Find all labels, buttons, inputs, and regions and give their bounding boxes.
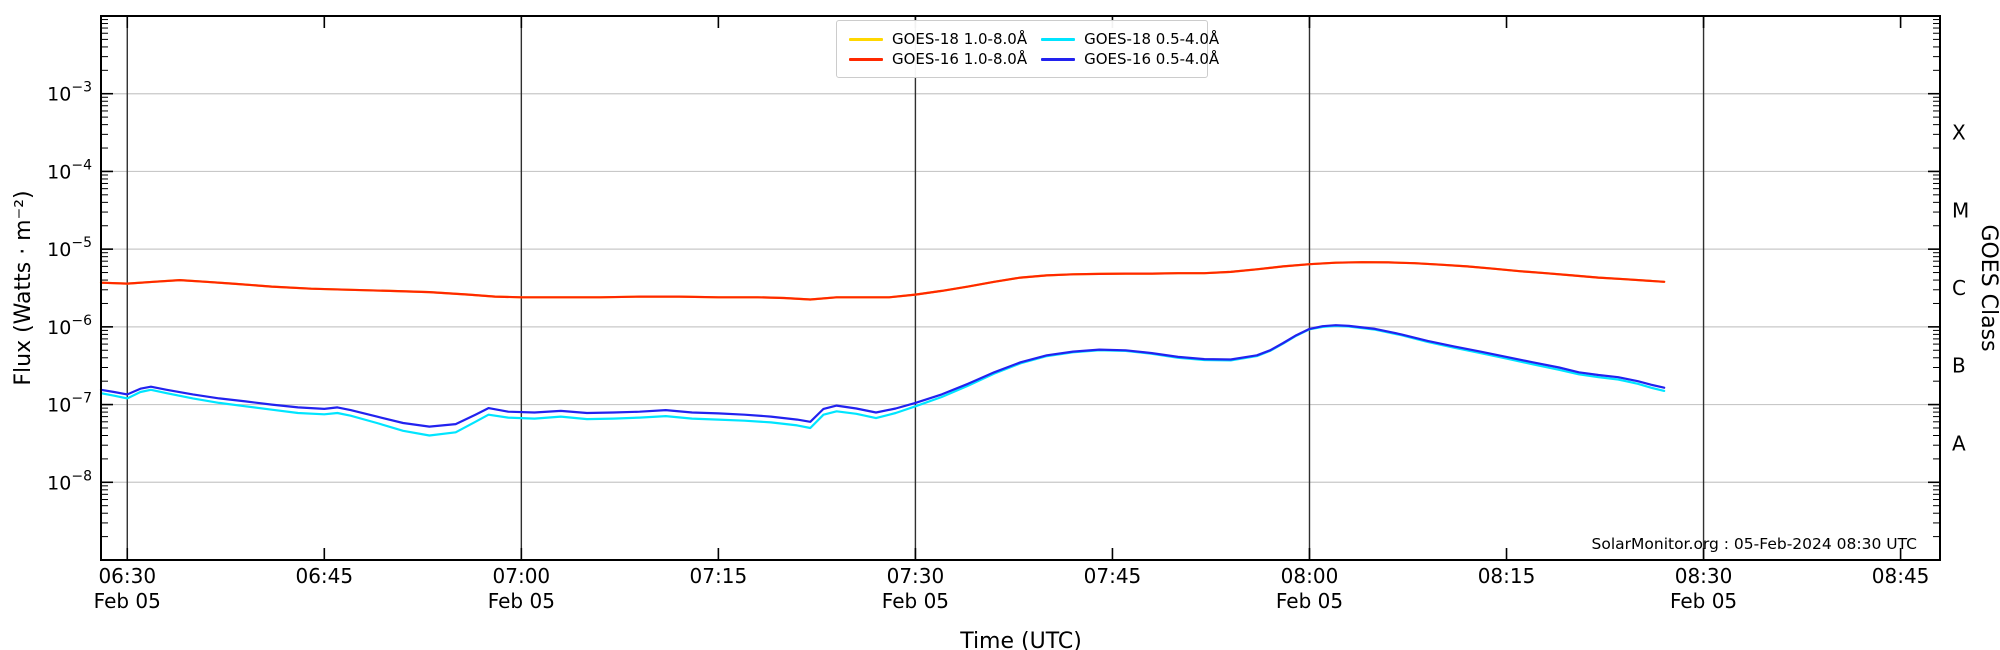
- y-tick-label: 10−5: [47, 235, 92, 261]
- x-tick-label: 08:00: [1281, 564, 1339, 588]
- y-tick-label: 10−7: [47, 391, 92, 417]
- y-axis-label: Flux (Watts · m⁻²): [11, 190, 36, 385]
- x-axis-label: Time (UTC): [959, 629, 1082, 650]
- y-tick-label: 10−3: [47, 80, 92, 106]
- x-tick-label: 07:15: [690, 564, 748, 588]
- legend-item-goes16-short: GOES-16 0.5-4.0Å: [1041, 50, 1219, 68]
- goes-class-label: C: [1952, 276, 1966, 300]
- legend-item-goes18-long: GOES-18 1.0-8.0Å: [849, 30, 1027, 48]
- series-line: [99, 324, 1666, 428]
- right-y-axis-label: GOES Class: [1976, 224, 2000, 351]
- legend-swatch-goes18-long-icon: [849, 37, 883, 41]
- y-tick-label: 10−4: [47, 157, 92, 183]
- y-tick-label: 10−8: [47, 468, 92, 494]
- legend-label: GOES-18 0.5-4.0Å: [1084, 30, 1220, 48]
- legend-swatch-goes16-long-icon: [849, 57, 883, 61]
- x-tick-date-label: Feb 05: [882, 589, 949, 613]
- x-tick-date-label: Feb 05: [94, 589, 161, 613]
- x-tick-label: 07:30: [887, 564, 945, 588]
- series-line: [99, 261, 1666, 301]
- x-tick-date-label: Feb 05: [1276, 589, 1343, 613]
- goes-class-label: B: [1952, 354, 1966, 378]
- x-tick-label: 06:45: [295, 564, 353, 588]
- chart-legend: GOES-18 1.0-8.0Å GOES-18 0.5-4.0Å GOES-1…: [836, 20, 1219, 78]
- legend-swatch-goes16-short-icon: [1041, 57, 1076, 61]
- x-tick-label: 07:00: [493, 564, 551, 588]
- legend-label: GOES-16 0.5-4.0Å: [1084, 50, 1220, 68]
- x-tick-date-label: Feb 05: [1670, 589, 1737, 613]
- legend-item-goes18-short: GOES-18 0.5-4.0Å: [1041, 30, 1219, 48]
- plot-frame: [100, 15, 1941, 561]
- x-tick-label: 08:30: [1675, 564, 1733, 588]
- x-tick-label: 08:45: [1872, 564, 1930, 588]
- legend-item-goes16-long: GOES-16 1.0-8.0Å: [849, 50, 1027, 68]
- series-line: [99, 261, 1666, 301]
- goes-class-label: X: [1952, 121, 1966, 145]
- x-tick-label: 08:15: [1478, 564, 1536, 588]
- goes-class-label: M: [1952, 198, 1969, 222]
- legend-label: GOES-16 1.0-8.0Å: [892, 50, 1028, 68]
- x-tick-date-label: Feb 05: [488, 589, 555, 613]
- y-tick-label: 10−6: [47, 313, 92, 339]
- x-tick-label: 07:45: [1084, 564, 1142, 588]
- watermark-text: SolarMonitor.org : 05-Feb-2024 08:30 UTC: [1592, 535, 1917, 553]
- legend-swatch-goes18-short-icon: [1041, 37, 1076, 41]
- legend-label: GOES-18 1.0-8.0Å: [892, 30, 1028, 48]
- x-tick-label: 06:30: [98, 564, 156, 588]
- goes-class-label: A: [1952, 431, 1966, 455]
